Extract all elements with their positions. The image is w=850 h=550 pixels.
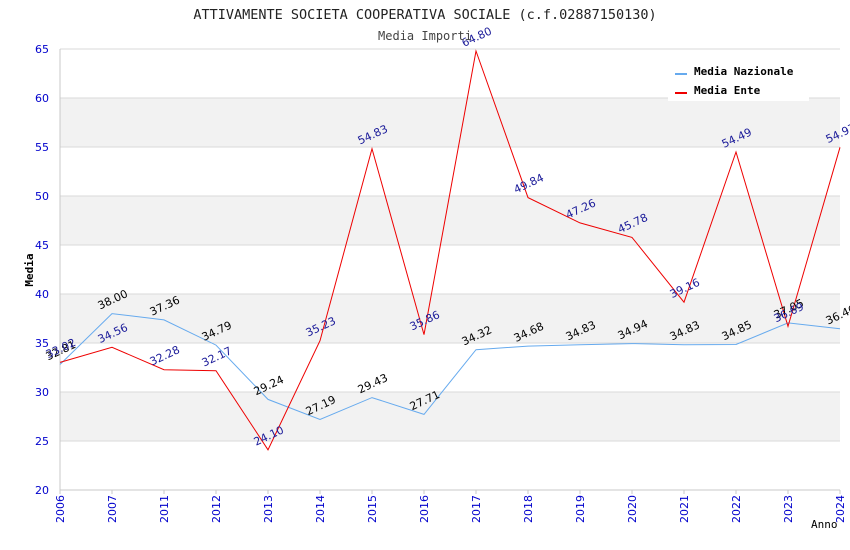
series-line-media-nazionale: [59, 313, 841, 421]
legend: Media Nazionale Media Ente: [668, 57, 809, 101]
data-label: 32.17: [200, 344, 234, 369]
x-tick-label: 2021: [678, 495, 691, 523]
y-tick-label: 20: [35, 484, 49, 497]
chart-title: ATTIVAMENTE SOCIETA COOPERATIVA SOCIALE …: [193, 7, 656, 23]
data-label: 32.28: [148, 343, 182, 368]
x-tick-label: 2012: [210, 495, 223, 523]
x-axis-label: Anno: [811, 518, 838, 531]
x-tick-label: 2007: [106, 495, 119, 523]
x-tick-label: 2011: [158, 495, 171, 523]
y-tick-label: 60: [35, 92, 49, 105]
x-ticks: 2006 2007 2011 2012 2013 2014 2015 2016 2017 2018…: [54, 490, 847, 523]
plot-band: [60, 196, 840, 245]
legend-label: Media Nazionale: [694, 65, 794, 78]
plot-bands: [60, 98, 840, 441]
legend-label: Media Ente: [694, 84, 761, 97]
axes: [59, 49, 840, 491]
x-tick-label: 2015: [366, 495, 379, 523]
x-tick-label: 2022: [730, 495, 743, 523]
grid-lines: [60, 48, 840, 491]
y-tick-label: 55: [35, 141, 49, 154]
legend-box: [668, 57, 809, 101]
y-ticks: 20 25 30 35 40 45 50 55 60 65: [35, 43, 49, 497]
y-axis-label: Media: [23, 253, 36, 286]
plot-band: [60, 294, 840, 343]
plot-band: [60, 98, 840, 147]
data-label: 49.84: [512, 171, 546, 196]
x-tick-label: 2023: [782, 495, 795, 523]
plot-band: [60, 392, 840, 441]
y-tick-label: 25: [35, 435, 49, 448]
x-tick-label: 2020: [626, 495, 639, 523]
x-tick-label: 2016: [418, 495, 431, 523]
x-tick-label: 2014: [314, 495, 327, 523]
x-tick-label: 2019: [574, 495, 587, 523]
series-lines: [59, 49, 841, 451]
y-tick-label: 35: [35, 337, 49, 350]
y-tick-label: 45: [35, 239, 49, 252]
chart-subtitle: Media Importi: [378, 29, 472, 43]
x-tick-label: 2006: [54, 495, 67, 523]
y-tick-label: 65: [35, 43, 49, 56]
y-tick-label: 40: [35, 288, 49, 301]
x-tick-label: 2017: [470, 495, 483, 523]
x-tick-label: 2013: [262, 495, 275, 523]
y-tick-label: 50: [35, 190, 49, 203]
x-tick-label: 2024: [834, 495, 847, 523]
y-tick-label: 30: [35, 386, 49, 399]
x-tick-label: 2018: [522, 495, 535, 523]
series-line-media-ente: [59, 49, 841, 451]
